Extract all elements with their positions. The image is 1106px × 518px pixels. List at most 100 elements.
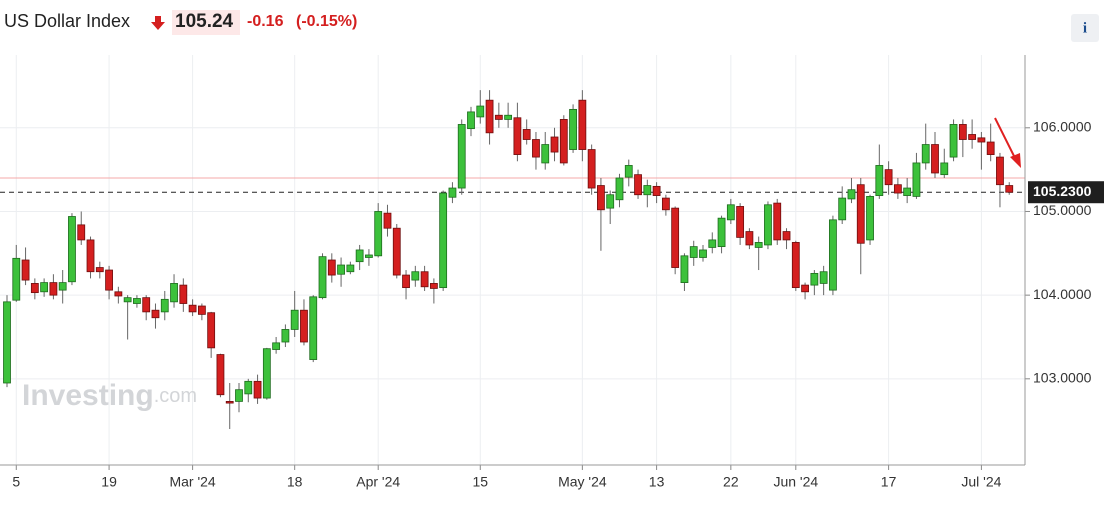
candle-body bbox=[300, 309, 308, 343]
y-tick-label: 103.0000 bbox=[1033, 370, 1092, 386]
candle-body bbox=[355, 249, 364, 263]
candle-body bbox=[597, 185, 605, 211]
candle-body bbox=[689, 246, 698, 258]
candle-body bbox=[996, 156, 1004, 186]
candle-body bbox=[708, 239, 717, 248]
candle-body bbox=[448, 187, 457, 198]
candle-body bbox=[1005, 185, 1014, 193]
candle-body bbox=[374, 211, 383, 257]
candle-body bbox=[439, 192, 448, 289]
candle-body bbox=[847, 189, 856, 200]
candle-body bbox=[977, 137, 986, 143]
x-tick-label: Jul '24 bbox=[961, 474, 1001, 490]
x-tick-label: Mar '24 bbox=[169, 474, 215, 490]
x-tick-label: 5 bbox=[12, 474, 20, 490]
change: -0.16 bbox=[247, 13, 284, 30]
candle-body bbox=[151, 309, 160, 319]
candle-body bbox=[123, 297, 132, 303]
candle-body bbox=[411, 271, 420, 281]
candle-body bbox=[225, 401, 234, 404]
candle-body bbox=[365, 254, 373, 258]
candle-body bbox=[717, 217, 726, 248]
candle-body bbox=[652, 185, 661, 196]
candle-body bbox=[68, 216, 76, 283]
last-price-label: 105.2300 bbox=[1033, 183, 1092, 199]
candle-body bbox=[272, 342, 281, 350]
candle-body bbox=[253, 380, 262, 399]
candle-body bbox=[262, 348, 271, 399]
candle-body bbox=[429, 283, 438, 289]
candle-body bbox=[949, 124, 958, 158]
candle-body bbox=[643, 185, 652, 196]
price-highlight bbox=[172, 10, 240, 35]
candle-body bbox=[773, 202, 782, 241]
y-tick-label: 106.0000 bbox=[1033, 118, 1092, 134]
candle-body bbox=[160, 298, 169, 313]
x-tick-label: 17 bbox=[881, 474, 897, 490]
candle-body bbox=[578, 99, 587, 150]
candle-body bbox=[699, 249, 707, 258]
candle-body bbox=[903, 187, 912, 196]
watermark-main: Investing bbox=[22, 379, 154, 412]
candle-body bbox=[615, 177, 624, 201]
candle-body bbox=[244, 380, 253, 395]
candle-body bbox=[318, 256, 327, 299]
candle-body bbox=[764, 204, 772, 246]
candle-body bbox=[3, 301, 11, 384]
candle-body bbox=[21, 259, 30, 281]
candle-body bbox=[866, 196, 874, 241]
candle-body bbox=[77, 224, 86, 241]
candle-body bbox=[875, 165, 884, 196]
info-button-label[interactable]: i bbox=[1083, 20, 1087, 36]
candle-body bbox=[550, 136, 559, 153]
candle-body bbox=[569, 108, 577, 150]
candle-body bbox=[207, 312, 216, 349]
info-button[interactable] bbox=[1071, 14, 1099, 42]
x-tick-label: 22 bbox=[723, 474, 739, 490]
candle-body bbox=[467, 111, 475, 130]
candle-body bbox=[281, 329, 290, 343]
candle-body bbox=[133, 298, 141, 304]
annotation-arrowhead bbox=[1010, 153, 1021, 168]
candle-body bbox=[745, 231, 754, 246]
candle-body bbox=[606, 194, 615, 209]
candle-body bbox=[58, 282, 67, 291]
down-arrow-icon bbox=[151, 16, 165, 30]
watermark-suffix: .com bbox=[154, 385, 197, 407]
x-tick-label: Apr '24 bbox=[356, 474, 400, 490]
candle-body bbox=[587, 149, 596, 189]
candle-body bbox=[754, 242, 763, 248]
x-tick-label: 15 bbox=[472, 474, 488, 490]
candle-body bbox=[671, 207, 680, 268]
x-tick-label: 13 bbox=[649, 474, 665, 490]
candle-body bbox=[95, 267, 104, 273]
candle-body bbox=[504, 114, 513, 120]
candle-body bbox=[791, 242, 800, 289]
candle-body bbox=[235, 389, 243, 402]
candle-body bbox=[522, 129, 531, 140]
x-tick-label: Jun '24 bbox=[773, 474, 818, 490]
candle-body bbox=[40, 282, 49, 293]
candle-body bbox=[931, 144, 939, 174]
candle-body bbox=[179, 284, 188, 304]
candle-body bbox=[532, 139, 540, 158]
candle-body bbox=[383, 212, 392, 229]
candle-body bbox=[513, 117, 522, 155]
candle-body bbox=[476, 105, 485, 118]
candle-body bbox=[494, 114, 503, 120]
candle-body bbox=[346, 264, 355, 273]
price: 105.24 bbox=[175, 11, 234, 32]
candle-body bbox=[736, 206, 745, 238]
x-tick-label: 19 bbox=[101, 474, 117, 490]
candle-body bbox=[661, 197, 670, 211]
y-tick-label: 105.0000 bbox=[1033, 202, 1092, 218]
candle-body bbox=[197, 305, 206, 315]
candle-body bbox=[782, 231, 791, 241]
candle-body bbox=[49, 282, 58, 296]
change-percent: (-0.15%) bbox=[296, 13, 357, 30]
candle-body bbox=[170, 283, 178, 303]
candle-body bbox=[327, 259, 336, 276]
candle-body bbox=[541, 144, 550, 164]
candle-body bbox=[801, 284, 809, 293]
